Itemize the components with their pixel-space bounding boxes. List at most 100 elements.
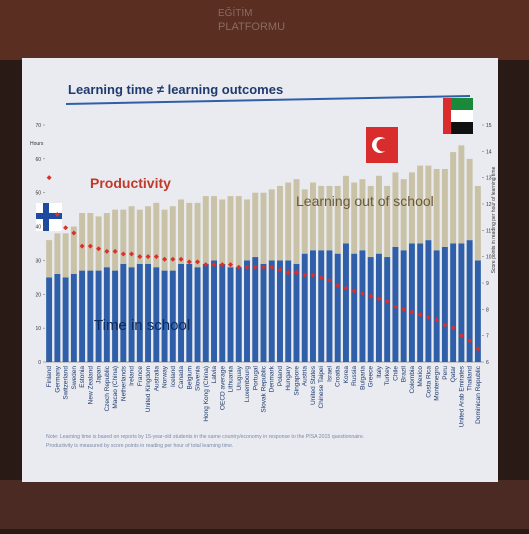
productivity-marker	[203, 262, 209, 268]
bar-out-of-school	[120, 209, 127, 264]
y2-tick-label: 7	[486, 334, 489, 340]
bar-school	[161, 270, 168, 362]
bar-school	[95, 270, 102, 362]
productivity-marker	[54, 212, 60, 218]
bar-school	[145, 263, 152, 362]
productivity-marker	[425, 314, 431, 320]
bar-out-of-school	[351, 182, 358, 254]
x-tick-label: Mexico	[417, 366, 424, 387]
x-tick-label: Korea	[343, 366, 350, 384]
productivity-marker	[96, 246, 102, 252]
bar-school	[277, 260, 283, 362]
bar-school	[474, 260, 481, 362]
productivity-marker	[458, 333, 464, 339]
x-tick-label: Singapore	[293, 366, 300, 396]
x-tick-label: United Kingdom	[145, 366, 152, 412]
bar-school	[301, 253, 308, 362]
productivity-marker	[434, 317, 440, 323]
x-tick-label: Lithuania	[228, 366, 235, 393]
bar-out-of-school	[227, 196, 234, 268]
bar-school	[79, 270, 86, 362]
productivity-marker	[244, 264, 250, 270]
y-tick-label: 40	[35, 225, 41, 231]
logo-text: PLATFORMU	[218, 21, 285, 33]
productivity-marker	[442, 322, 448, 328]
bar-school	[112, 270, 119, 362]
bar-school	[211, 260, 217, 362]
x-tick-label: Canada	[178, 366, 185, 389]
productivity-marker	[112, 248, 118, 254]
y2-tick-label: 12	[486, 202, 492, 208]
x-tick-label: Chile	[392, 366, 399, 381]
productivity-marker	[137, 254, 143, 260]
bar-out-of-school	[318, 185, 325, 251]
title-rule	[65, 95, 471, 105]
productivity-marker	[409, 309, 415, 315]
bar-out-of-school	[128, 206, 135, 268]
y2-tick-label: 11	[486, 228, 491, 234]
annotation: Time in school	[94, 317, 190, 334]
bar-out-of-school	[178, 199, 185, 264]
bar-school	[334, 253, 341, 362]
bar-school	[450, 243, 457, 362]
y2-tick-label: 8	[486, 307, 489, 313]
x-tick-label: Turkey	[384, 365, 391, 385]
flag-finland	[43, 203, 49, 231]
annotation: Productivity	[90, 175, 171, 191]
x-tick-label: Slovenia	[195, 366, 202, 391]
x-tick-label: Bulgaria	[359, 366, 366, 390]
bar-out-of-school	[211, 196, 217, 261]
bar-out-of-school	[54, 233, 61, 274]
x-tick-label: Macao (China)	[112, 366, 119, 409]
x-tick-label: Hungary	[285, 365, 292, 390]
bar-out-of-school	[277, 185, 283, 261]
bar-out-of-school	[342, 175, 349, 244]
bar-school	[400, 250, 407, 362]
bar-school	[417, 243, 424, 362]
x-tick-label: Brazil	[401, 365, 408, 382]
y-tick-label: 60	[35, 157, 41, 163]
productivity-marker	[79, 243, 85, 249]
bar-school	[235, 267, 242, 362]
bar-out-of-school	[62, 233, 69, 278]
bar-out-of-school	[244, 199, 250, 261]
productivity-marker	[343, 285, 349, 291]
productivity-marker	[293, 269, 299, 275]
bar-school	[194, 267, 201, 362]
x-tick-label: Luxembourg	[244, 366, 251, 403]
bar-school	[219, 263, 226, 362]
productivity-marker	[252, 264, 258, 270]
productivity-marker	[186, 259, 192, 265]
bar-out-of-school	[268, 189, 275, 261]
logo-text: EĞİTİM	[218, 6, 252, 19]
productivity-marker	[417, 312, 423, 318]
bar-out-of-school	[433, 169, 440, 251]
x-tick-label: Sweden	[71, 366, 78, 390]
productivity-marker	[211, 262, 217, 268]
bar-school	[408, 243, 415, 362]
y-axis-label: Hours	[30, 141, 44, 147]
bar-school	[326, 250, 333, 362]
x-tick-label: Austria	[302, 366, 309, 387]
bar-out-of-school	[219, 199, 226, 264]
productivity-marker	[162, 256, 168, 262]
bar-out-of-school	[186, 202, 193, 264]
flag-uae	[443, 98, 451, 134]
bar-out-of-school	[252, 192, 259, 258]
bar-out-of-school	[145, 206, 152, 264]
productivity-marker	[326, 277, 332, 283]
bar-school	[384, 257, 391, 362]
backdrop	[0, 480, 529, 529]
bar-school	[293, 263, 300, 362]
bar-out-of-school	[136, 209, 143, 264]
bar-school	[342, 243, 349, 362]
productivity-marker	[228, 262, 234, 268]
y2-tick-label: 14	[486, 149, 492, 155]
bar-out-of-school	[408, 172, 415, 244]
y2-tick-label: 9	[486, 281, 489, 287]
y2-tick-label: 10	[486, 255, 492, 261]
bar-out-of-school	[425, 165, 432, 241]
bar-school	[62, 277, 69, 362]
bar-school	[441, 246, 448, 362]
productivity-marker	[71, 230, 77, 236]
